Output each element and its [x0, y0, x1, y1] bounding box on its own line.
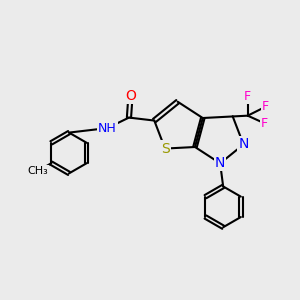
- Text: O: O: [125, 89, 136, 103]
- Text: NH: NH: [98, 122, 117, 135]
- Text: S: S: [161, 142, 170, 156]
- Text: N: N: [215, 156, 225, 170]
- Text: F: F: [261, 117, 268, 130]
- Text: F: F: [244, 90, 251, 103]
- Text: N: N: [238, 137, 249, 152]
- Text: CH₃: CH₃: [27, 166, 48, 176]
- Text: F: F: [262, 100, 269, 113]
